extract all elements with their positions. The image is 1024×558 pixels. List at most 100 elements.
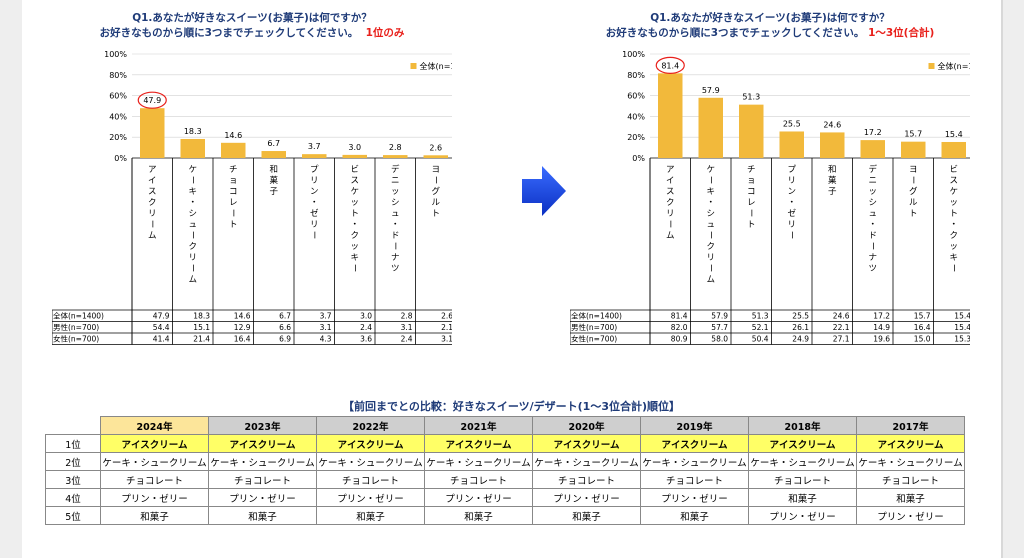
- table-cell-value: 27.1: [833, 335, 850, 344]
- bar-value-label: 24.6: [823, 120, 841, 129]
- category-label-char: ト: [431, 209, 440, 219]
- table-cell-value: 3.6: [360, 335, 372, 344]
- legend-label: 全体(n=1400): [938, 61, 971, 71]
- table-cell-value: 41.4: [153, 335, 170, 344]
- category-label-char: ツ: [868, 264, 877, 274]
- category-label-char: ッ: [868, 187, 877, 197]
- category-label-char: ク: [350, 231, 359, 241]
- table-cell-value: 16.4: [914, 323, 931, 332]
- ranked-item: プリン・ゼリー: [316, 488, 425, 507]
- table-cell-value: 25.5: [792, 312, 809, 321]
- table-cell-value: 15.1: [193, 323, 210, 332]
- table-row: 1位 アイスクリーム アイスクリーム アイスクリーム アイスクリーム アイスクリーム アイス…: [45, 434, 965, 453]
- category-label-char: ケ: [188, 165, 197, 175]
- category-label-char: ュ: [391, 209, 400, 219]
- highlight-circle: [655, 56, 685, 74]
- table-cell-value: 14.9: [873, 323, 890, 332]
- ranked-item: アイスクリーム: [316, 434, 425, 453]
- ranked-item: 和菓子: [532, 506, 641, 525]
- category-label-char: グ: [909, 186, 918, 197]
- bar-chart-svg: 0% 20% 40% 60% 80% 100% 全体(n=1400) 81.4 57.9 51.3…: [569, 50, 1015, 345]
- category-label-char: キ: [949, 253, 958, 263]
- table-cell-value: 3.1: [401, 323, 413, 332]
- category-label-char: ト: [747, 220, 756, 230]
- table-cell-value: 6.6: [279, 323, 291, 332]
- table-row-label: 全体(n=1400): [571, 311, 622, 321]
- rank-label: 5位: [45, 506, 101, 525]
- ranked-item: 和菓子: [100, 506, 209, 525]
- table-cell-value: 80.9: [671, 335, 688, 344]
- category-label-char: ヨ: [909, 165, 918, 175]
- table-cell-value: 14.6: [234, 312, 251, 321]
- category-label-char: ツ: [391, 264, 400, 274]
- category-label-char: レ: [229, 198, 238, 208]
- table-cell-value: 15.7: [914, 312, 931, 321]
- category-label-char: リ: [787, 220, 796, 230]
- table-cell-value: 16.4: [234, 335, 251, 344]
- category-label-char: ニ: [391, 176, 400, 186]
- category-label-char: イ: [666, 176, 675, 186]
- legend-swatch: [928, 63, 935, 69]
- bar-value-label: 25.5: [783, 119, 801, 128]
- year-header: 2020年: [532, 416, 641, 435]
- chart-title-tag: 1位のみ: [365, 27, 405, 39]
- y-tick-label: 80%: [109, 71, 127, 80]
- chart-title-line1: Q1.あなたが好きなスイーツ(お菓子)は何ですか？: [132, 12, 372, 24]
- category-label-char: リ: [310, 220, 319, 230]
- category-label-char: リ: [787, 176, 796, 186]
- category-label-char: ー: [430, 176, 440, 185]
- comparison-title: 【前回までとの比較：好きなスイーツ/デザート(1〜3位合計)順位】: [342, 400, 681, 413]
- category-label-char: 子: [269, 187, 278, 197]
- category-label-char: グ: [431, 186, 440, 197]
- category-label-char: シ: [868, 198, 877, 208]
- category-label-char: チ: [747, 165, 756, 175]
- y-tick-label: 100%: [104, 50, 127, 59]
- category-label-char: ー: [227, 209, 237, 218]
- table-row-label: 全体(n=1400): [53, 311, 104, 321]
- bar: [140, 108, 165, 158]
- bar-value-label: 51.3: [742, 93, 760, 102]
- category-label-char: ナ: [868, 253, 877, 263]
- bar-value-label: 3.0: [348, 143, 361, 152]
- table-cell-value: 2.4: [401, 335, 413, 344]
- year-header: 2019年: [640, 416, 749, 435]
- category-label-char: ッ: [949, 242, 958, 252]
- report-page: Q1.あなたが好きなスイーツ(お菓子)は何ですか？ お好きなものから順に3つまで…: [22, 0, 1015, 558]
- table-cell-value: 15.0: [914, 335, 931, 344]
- ranked-item: チョコレート: [640, 470, 749, 489]
- ranked-item: 和菓子: [316, 506, 425, 525]
- legend: 全体(n=1400): [928, 61, 992, 71]
- y-tick-label: 80%: [627, 71, 645, 80]
- category-label-char: リ: [706, 253, 715, 263]
- category-label-char: ー: [187, 231, 197, 240]
- category-label-char: ク: [188, 242, 197, 252]
- table-cell-value: 2.6: [441, 312, 452, 321]
- bar-value-label: 57.9: [702, 86, 720, 95]
- category-label-char: ー: [664, 220, 674, 229]
- category-label-char: ー: [705, 264, 715, 273]
- ranked-item: ケーキ・シュークリーム: [748, 452, 857, 471]
- year-header: 2023年: [208, 416, 317, 435]
- bar: [658, 73, 683, 158]
- category-label-char: リ: [666, 209, 675, 219]
- ranked-item: ケーキ・シュークリーム: [856, 452, 965, 471]
- category-label-char: ク: [666, 198, 675, 208]
- category-label-char: ー: [786, 231, 796, 240]
- bar: [941, 141, 966, 158]
- category-label-char: ョ: [229, 176, 238, 186]
- category-label-char: キ: [350, 253, 359, 263]
- bar: [302, 154, 327, 158]
- category-label-char: キ: [706, 187, 715, 197]
- bar-value-label: 3.7: [308, 142, 321, 151]
- category-label-char: ー: [948, 264, 958, 273]
- category-label-char: ス: [350, 176, 359, 186]
- category-label-char: ュ: [868, 209, 877, 219]
- table-cell-value: 57.7: [711, 323, 728, 332]
- y-tick-label: 20%: [109, 133, 127, 142]
- ranked-item: チョコレート: [424, 470, 533, 489]
- category-label-char: ケ: [949, 187, 958, 197]
- table-cell-value: 2.4: [360, 323, 372, 332]
- table-cell-value: 3.1: [441, 335, 452, 344]
- table-cell-value: 15.3: [954, 335, 970, 344]
- table-cell-value: 12.9: [234, 323, 251, 332]
